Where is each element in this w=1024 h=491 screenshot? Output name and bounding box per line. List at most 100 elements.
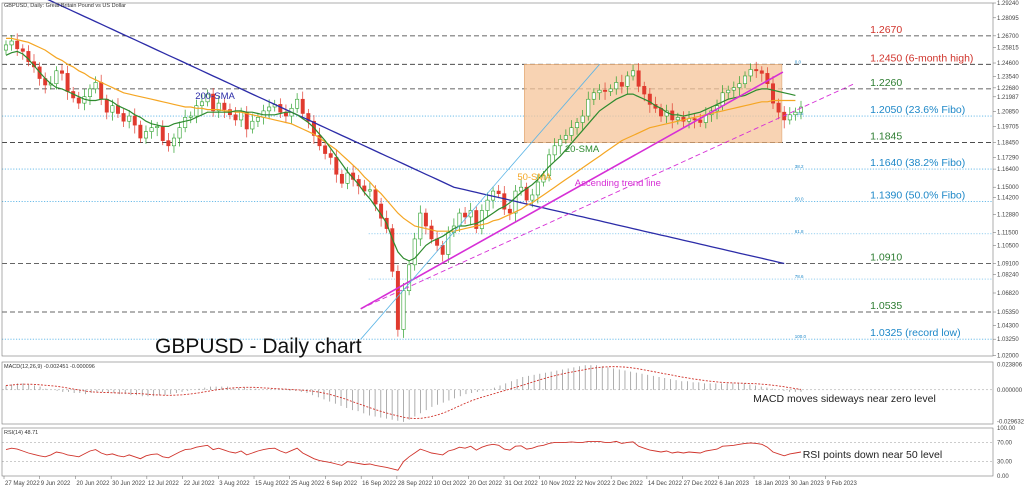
fibo-small-label: 38.2 bbox=[795, 164, 804, 169]
candle-body bbox=[636, 70, 641, 87]
fibo-small-label: 23.6 bbox=[795, 111, 804, 116]
level-label: 1.1390 (50.0% Fibo) bbox=[870, 189, 965, 201]
date-tick-label: 10 Oct 2022 bbox=[434, 481, 467, 487]
candle-body bbox=[625, 75, 630, 87]
level-label: 1.2450 (6-month high) bbox=[870, 52, 973, 64]
price-tick-label: 1.22680 bbox=[997, 86, 1019, 92]
macd-tick-label: -0.029632 bbox=[997, 419, 1024, 425]
price-tick-label: 1.21987 bbox=[997, 95, 1019, 101]
candle-body bbox=[65, 73, 70, 92]
candle-body bbox=[726, 89, 731, 94]
fibo-small-label: 50.0 bbox=[795, 196, 804, 201]
rsi-tick-label: 30.00 bbox=[997, 460, 1013, 466]
date-tick-label: 6 Sep 2022 bbox=[326, 481, 357, 487]
candle-body bbox=[474, 210, 479, 229]
sma50-line bbox=[6, 37, 796, 232]
candle-body bbox=[99, 82, 104, 100]
candle-body bbox=[20, 48, 25, 52]
fibo-small-label: 78.6 bbox=[795, 274, 804, 279]
candle-body bbox=[300, 98, 305, 114]
candle-body bbox=[132, 115, 137, 126]
price-tick-label: 1.08240 bbox=[997, 273, 1019, 279]
price-tick-label: 1.11500 bbox=[997, 230, 1019, 236]
rsi-line bbox=[5, 440, 802, 471]
candle-body bbox=[138, 124, 143, 139]
candle-body bbox=[485, 199, 490, 211]
price-tick-label: 1.20850 bbox=[997, 110, 1019, 116]
level-label: 1.1845 bbox=[870, 131, 902, 143]
date-tick-label: 20 Jun 2022 bbox=[76, 481, 110, 487]
rsi-tick-label: 70.00 bbox=[997, 440, 1013, 446]
candle-body bbox=[591, 92, 596, 100]
candle-body bbox=[569, 127, 574, 136]
candle-body bbox=[104, 98, 109, 113]
fibo-small-label: 100.0 bbox=[795, 334, 807, 339]
candle-body bbox=[216, 102, 221, 112]
candle-body bbox=[26, 51, 31, 63]
candle-body bbox=[205, 93, 210, 103]
candle-body bbox=[267, 106, 272, 112]
date-tick-label: 28 Sep 2022 bbox=[398, 481, 433, 487]
sma200-line bbox=[47, 0, 785, 265]
candle-body bbox=[127, 115, 132, 122]
level-label: 1.0325 (record low) bbox=[870, 327, 960, 339]
price-tick-label: 1.10500 bbox=[997, 243, 1019, 249]
price-tick-label: 1.29240 bbox=[997, 1, 1019, 7]
macd-signal-line bbox=[5, 366, 802, 419]
level-label: 1.2670 bbox=[870, 24, 902, 36]
candle-body bbox=[373, 189, 378, 205]
price-tick-label: 1.17290 bbox=[997, 156, 1019, 162]
price-tick-label: 1.24600 bbox=[997, 61, 1019, 67]
price-tick-label: 1.18450 bbox=[997, 141, 1019, 147]
candle-body bbox=[608, 88, 613, 92]
candle-body bbox=[418, 212, 423, 240]
candle-body bbox=[524, 186, 529, 201]
candle-body bbox=[323, 145, 328, 154]
price-tick-label: 1.23540 bbox=[997, 75, 1019, 81]
date-tick-label: 22 Jul 2022 bbox=[184, 481, 216, 487]
sma20-line bbox=[5, 50, 796, 262]
candle-body bbox=[155, 126, 160, 128]
macd-panel: 0.023806 0.000000 -0.029632 MACD(12,26,9) -… bbox=[2, 362, 1024, 425]
candle-body bbox=[793, 111, 798, 116]
price-tick-label: 1.04300 bbox=[997, 324, 1019, 330]
date-tick-label: 25 Aug 2022 bbox=[291, 481, 325, 487]
price-tick-label: 1.03250 bbox=[997, 337, 1019, 343]
candle-body bbox=[619, 82, 624, 87]
candle-body bbox=[496, 190, 501, 194]
candle-body bbox=[110, 105, 115, 113]
price-tick-label: 1.16400 bbox=[997, 167, 1019, 173]
date-tick-label: 12 Jul 2022 bbox=[148, 481, 180, 487]
candle-body bbox=[429, 225, 434, 240]
candle-body bbox=[541, 175, 546, 183]
candle-body bbox=[412, 238, 417, 266]
date-tick-label: 30 Jun 2022 bbox=[112, 481, 146, 487]
date-tick-label: 27 May 2022 bbox=[5, 481, 40, 487]
candle-body bbox=[9, 40, 14, 46]
candle-body bbox=[759, 70, 764, 74]
candle-body bbox=[407, 264, 412, 291]
candle-body bbox=[328, 153, 333, 158]
date-tick-label: 31 Oct 2022 bbox=[505, 481, 538, 487]
price-tick-label: 1.02000 bbox=[997, 353, 1019, 359]
candle-body bbox=[597, 89, 602, 94]
candle-body bbox=[345, 172, 350, 184]
rsi-title: RSI(14) 48.71 bbox=[4, 430, 38, 436]
candle-body bbox=[121, 113, 126, 122]
candle-body bbox=[535, 181, 540, 196]
candle-body bbox=[799, 106, 803, 113]
candle-body bbox=[244, 111, 249, 130]
candle-body bbox=[463, 212, 468, 218]
candle-body bbox=[149, 127, 154, 132]
macd-tick-label: 0.023806 bbox=[997, 362, 1023, 368]
candle-body bbox=[575, 122, 580, 128]
candle-body bbox=[211, 93, 216, 112]
candle-body bbox=[423, 212, 428, 227]
date-tick-label: 6 Jan 2023 bbox=[719, 481, 749, 487]
date-tick-label: 2 Dec 2022 bbox=[612, 481, 643, 487]
price-tick-label: 1.26700 bbox=[997, 34, 1019, 40]
date-tick-label: 20 Oct 2022 bbox=[469, 481, 502, 487]
